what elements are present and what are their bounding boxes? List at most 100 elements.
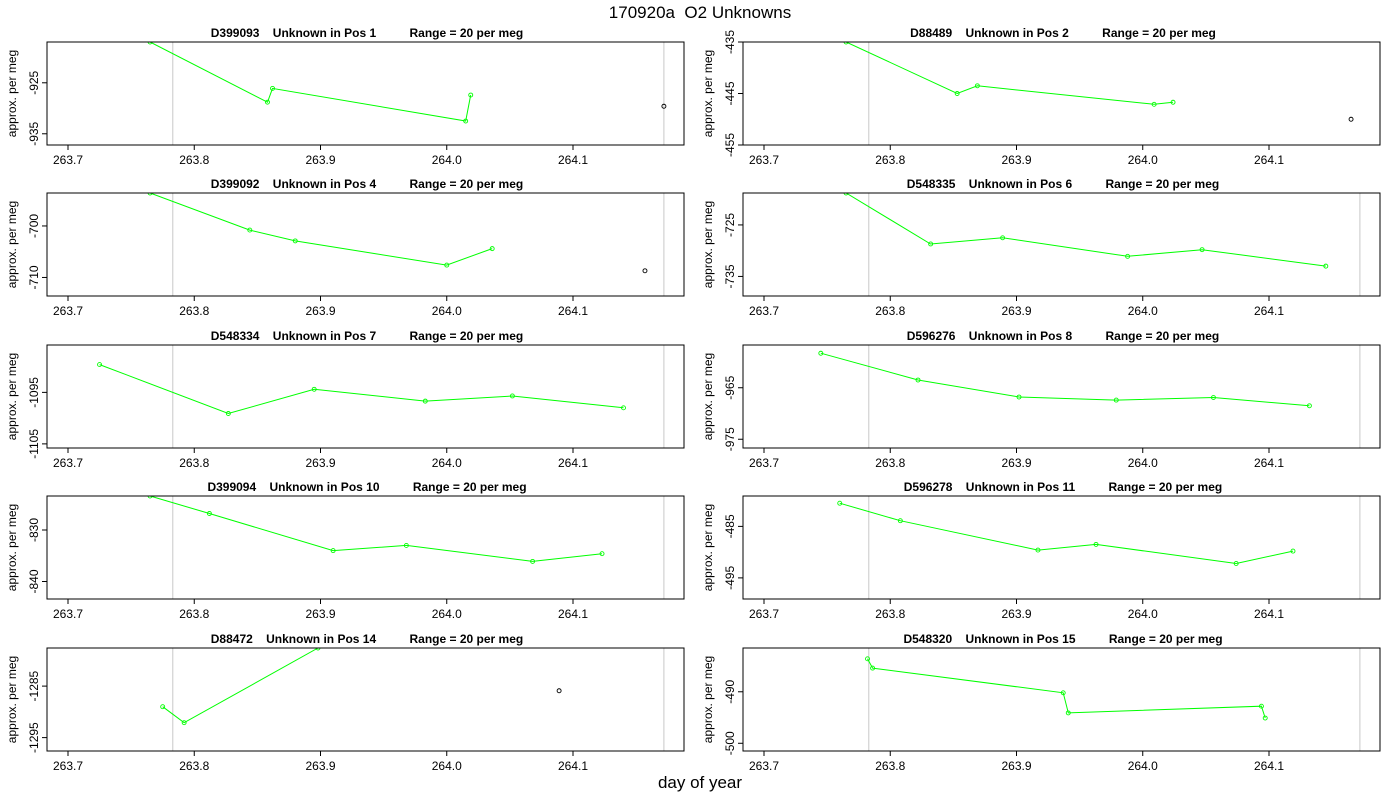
data-point — [837, 500, 843, 506]
x-tick-label: 263.9 — [1001, 304, 1031, 318]
plot-svg: D596276 Unknown in Pos 8 Range = 20 per … — [701, 329, 1381, 470]
plot-frame — [742, 647, 1381, 752]
x-tick-label: 263.9 — [305, 153, 335, 167]
isolated-point — [556, 688, 562, 694]
plot-svg: D548320 Unknown in Pos 15 Range = 20 per… — [701, 632, 1381, 773]
x-tick-label: 263.9 — [305, 607, 335, 621]
data-point — [270, 85, 275, 91]
y-tick-label: -1105 — [27, 429, 41, 459]
series-line — [162, 648, 319, 724]
data-point — [1211, 395, 1216, 400]
data-point — [97, 362, 103, 368]
data-point — [315, 648, 321, 651]
y-axis-label: approx. per meg — [5, 201, 19, 288]
panel-title: D548335 Unknown in Pos 6 Range = 20 per … — [907, 177, 1219, 191]
panel-title: D399093 Unknown in Pos 1 Range = 20 per … — [211, 26, 523, 40]
plot-svg: D399094 Unknown in Pos 10 Range = 20 per… — [5, 480, 685, 621]
plot-svg: D548334 Unknown in Pos 7 Range = 20 per … — [5, 329, 685, 470]
data-point — [147, 42, 153, 45]
x-tick-label: 264.1 — [558, 456, 588, 470]
data-point — [843, 42, 849, 45]
x-tick-label: 264.0 — [432, 607, 462, 621]
data-point — [870, 665, 876, 671]
plot-frame — [742, 41, 1381, 146]
data-point — [1035, 547, 1041, 553]
data-point — [1065, 710, 1071, 716]
panel-title: D399092 Unknown in Pos 4 Range = 20 per … — [211, 177, 523, 191]
data-point — [1151, 101, 1157, 107]
panel-title: D88472 Unknown in Pos 14 Range = 20 per … — [211, 632, 523, 646]
y-tick-label: -495 — [723, 566, 737, 590]
x-tick-label: 263.9 — [305, 456, 335, 470]
y-tick-label: -435 — [723, 30, 737, 54]
data-point — [489, 246, 495, 252]
plot-frame — [742, 192, 1381, 297]
panel-D399094: D399094 Unknown in Pos 10 Range = 20 per… — [0, 479, 700, 631]
plot-frame — [46, 495, 685, 600]
x-tick-label: 264.0 — [432, 456, 462, 470]
data-point — [147, 193, 153, 196]
y-tick-label: -935 — [27, 121, 41, 145]
y-tick-label: -455 — [723, 133, 737, 157]
plot-svg: D88489 Unknown in Pos 2 Range = 20 per m… — [701, 26, 1381, 167]
data-point — [1323, 263, 1329, 269]
panel-D399093: D399093 Unknown in Pos 1 Range = 20 per … — [0, 25, 700, 177]
y-tick-label: -485 — [723, 514, 737, 538]
x-tick-label: 263.8 — [179, 304, 209, 318]
x-tick-label: 263.8 — [875, 759, 905, 773]
panel-D88489: D88489 Unknown in Pos 2 Range = 20 per m… — [696, 25, 1396, 177]
y-axis-label: approx. per meg — [5, 353, 19, 440]
x-tick-label: 263.8 — [179, 153, 209, 167]
x-tick-label: 263.7 — [749, 759, 779, 773]
panel-title: D596276 Unknown in Pos 8 Range = 20 per … — [907, 329, 1219, 343]
y-axis-label: approx. per meg — [701, 201, 715, 288]
data-point — [1016, 394, 1022, 400]
x-tick-label: 263.8 — [875, 607, 905, 621]
x-tick-label: 263.8 — [179, 456, 209, 470]
plot-frame — [742, 344, 1381, 449]
data-point — [974, 83, 980, 89]
x-tick-label: 264.1 — [558, 304, 588, 318]
data-point — [1125, 253, 1131, 259]
data-point — [265, 99, 270, 105]
data-point — [225, 411, 231, 416]
data-point — [1093, 541, 1099, 547]
x-tick-label: 264.0 — [432, 304, 462, 318]
data-point — [1290, 548, 1296, 554]
x-tick-label: 263.7 — [749, 456, 779, 470]
panel-D548320: D548320 Unknown in Pos 15 Range = 20 per… — [696, 631, 1396, 783]
y-tick-label: -1285 — [27, 670, 41, 701]
y-axis-label: approx. per meg — [5, 656, 19, 743]
plot-frame — [742, 495, 1381, 600]
plot-svg: D399093 Unknown in Pos 1 Range = 20 per … — [5, 26, 685, 167]
x-tick-label: 263.8 — [179, 759, 209, 773]
y-tick-label: -830 — [27, 518, 41, 542]
x-tick-label: 264.0 — [1128, 304, 1158, 318]
data-point — [897, 518, 903, 524]
x-tick-label: 263.9 — [1001, 607, 1031, 621]
data-point — [865, 656, 870, 662]
panel-title: D548320 Unknown in Pos 15 Range = 20 per… — [903, 632, 1222, 646]
y-tick-label: -445 — [723, 81, 737, 105]
x-tick-label: 263.8 — [875, 153, 905, 167]
data-point — [1199, 247, 1205, 253]
isolated-point — [661, 103, 667, 109]
x-tick-label: 264.1 — [1254, 153, 1284, 167]
y-axis-label: approx. per meg — [701, 353, 715, 440]
x-tick-label: 264.1 — [1254, 759, 1284, 773]
data-point — [1113, 397, 1119, 403]
y-tick-label: -725 — [723, 213, 737, 237]
panel-title: D88489 Unknown in Pos 2 Range = 20 per m… — [910, 26, 1216, 40]
data-point — [1258, 703, 1264, 709]
x-axis-label: day of year — [657, 773, 743, 792]
y-tick-label: -500 — [723, 731, 737, 755]
plot-svg: D399092 Unknown in Pos 4 Range = 20 per … — [5, 177, 685, 318]
data-point — [468, 92, 474, 98]
data-point — [330, 548, 336, 554]
plot-frame — [46, 344, 685, 449]
data-point — [928, 241, 934, 247]
isolated-point — [1348, 116, 1354, 122]
data-point — [247, 227, 253, 233]
x-tick-label: 263.9 — [1001, 456, 1031, 470]
x-tick-label: 263.7 — [749, 304, 779, 318]
